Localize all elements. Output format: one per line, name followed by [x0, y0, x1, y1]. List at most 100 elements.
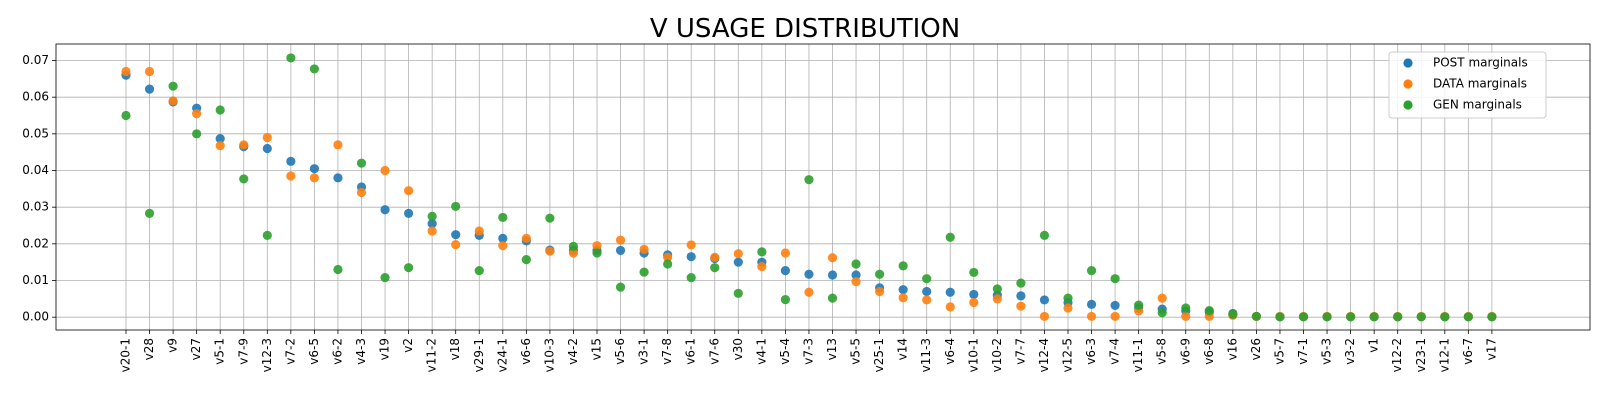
legend-marker [1403, 58, 1413, 68]
x-tick-label: v3-2 [1343, 338, 1357, 365]
data-point-gen [733, 288, 743, 298]
data-point-data [757, 261, 767, 272]
data-point-data [615, 235, 626, 245]
x-tick-label: v25-1 [872, 338, 886, 372]
data-point-post [286, 156, 296, 166]
data-point-data [851, 277, 861, 287]
data-point-gen [639, 267, 649, 277]
legend-label: DATA marginals [1433, 77, 1527, 91]
y-tick-label: 0.04 [22, 163, 49, 177]
data-point-gen [1016, 278, 1026, 288]
y-tick-label: 0.02 [22, 236, 49, 250]
data-point-gen [1110, 274, 1120, 284]
data-point-post [827, 270, 838, 280]
x-tick-label: v23-1 [1414, 338, 1428, 372]
data-point-gen [1346, 312, 1356, 322]
data-point-gen [192, 129, 202, 139]
data-point-data [568, 248, 579, 258]
data-point-data [639, 244, 649, 254]
data-point-post [144, 84, 155, 94]
x-tick-label: v5-6 [613, 338, 627, 365]
data-point-data [780, 248, 791, 258]
data-point-gen [804, 175, 814, 185]
x-tick-label: v14 [896, 338, 910, 360]
x-tick-label: v7-4 [1108, 338, 1122, 365]
x-tick-label: v4-1 [754, 338, 768, 365]
x-tick-label: v6-3 [1084, 338, 1098, 365]
x-tick-label: v10-3 [542, 338, 556, 372]
data-point-gen [215, 105, 225, 115]
x-tick-label: v10-2 [990, 338, 1004, 372]
data-point-gen [1440, 312, 1450, 322]
data-point-post [262, 143, 272, 154]
data-point-data [121, 66, 131, 77]
axes: v20-1 v28 v9 v27 v5-1 v7-9 v12-3 v7-2 v6-5 v6-2 v4… [22, 43, 1591, 372]
y-tick-label: 0.01 [22, 273, 49, 287]
data-point-post [333, 173, 343, 183]
data-point-data [898, 293, 908, 303]
data-point-gen [1393, 312, 1403, 322]
data-point-post [615, 245, 626, 256]
data-point-gen [380, 272, 390, 283]
data-point-post [427, 219, 437, 229]
data-point-gen [545, 213, 555, 223]
data-point-data [1063, 303, 1073, 313]
x-tick-label: v20-1 [119, 338, 133, 372]
data-point-data [545, 246, 555, 256]
x-tick-label: v30 [731, 338, 745, 360]
data-point-gen [474, 266, 484, 276]
data-point-post [380, 205, 390, 215]
data-point-gen [686, 272, 696, 283]
data-point-data [663, 252, 673, 262]
x-tick-label: v5-3 [1320, 338, 1334, 365]
data-point-gen [1251, 311, 1261, 322]
data-point-gen [945, 232, 955, 242]
data-point-gen [969, 267, 979, 278]
plot-frame [55, 43, 1591, 331]
y-tick-label: 0.06 [22, 90, 49, 104]
data-point-data [144, 66, 155, 77]
data-point-post [404, 208, 414, 218]
legend-box [1388, 51, 1547, 119]
x-tick-label: v6-8 [1202, 338, 1216, 365]
data-point-data [992, 294, 1002, 304]
data-point-gen [1134, 300, 1144, 310]
legend-marker [1403, 100, 1413, 110]
data-point-gen [1086, 266, 1097, 276]
data-point-gen [1298, 312, 1309, 322]
data-point-post [733, 257, 743, 267]
data-point-data [498, 241, 508, 251]
data-point-gen [262, 230, 272, 240]
x-tick-label: v7-2 [283, 338, 297, 365]
x-tick-label: v16 [1225, 338, 1239, 360]
data-point-gen [851, 259, 861, 269]
data-point-gen [1369, 312, 1379, 322]
x-tick-label: v12-5 [1061, 338, 1075, 372]
x-tick-label: v6-6 [519, 338, 533, 365]
x-tick-label: v1 [1367, 338, 1381, 353]
data-point-data [286, 171, 296, 181]
data-point-data [710, 252, 720, 262]
data-point-post [1039, 295, 1050, 305]
x-tick-label: v7-3 [801, 338, 815, 365]
legend-marker [1403, 79, 1413, 89]
data-point-gen [168, 81, 178, 91]
data-point-data [427, 226, 437, 236]
data-point-post [945, 287, 955, 297]
data-point-post [804, 269, 814, 279]
data-point-post [686, 252, 696, 262]
data-point-gen [663, 259, 673, 269]
data-point-gen [780, 294, 791, 305]
x-tick-label: v6-1 [684, 338, 698, 365]
legend-label: POST marginals [1433, 56, 1528, 70]
data-point-data [404, 186, 414, 196]
data-point-post [309, 164, 319, 174]
x-tick-label: v6-5 [307, 338, 321, 365]
x-tick-label: v17 [1484, 338, 1498, 360]
data-point-gen [568, 241, 579, 251]
data-point-data [1181, 311, 1191, 322]
data-point-gen [309, 64, 319, 74]
x-tick-label: v13 [825, 338, 839, 360]
data-point-gen [404, 263, 414, 273]
data-point-data [945, 302, 955, 312]
